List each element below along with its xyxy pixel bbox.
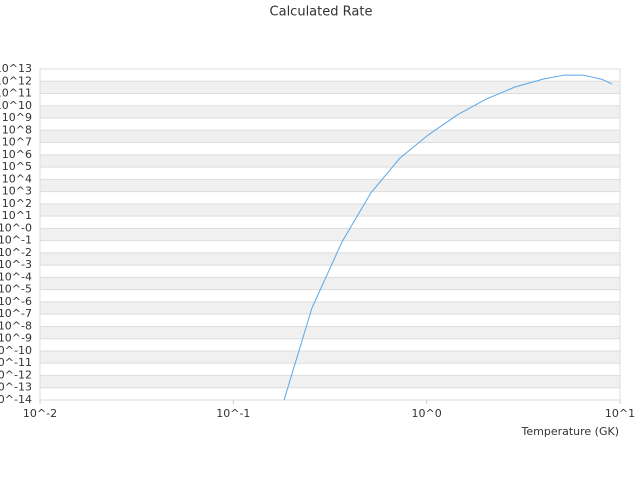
y-tick-label: 10^-0 <box>0 221 32 234</box>
x-tick-label: 10^-2 <box>23 407 57 420</box>
data-line <box>283 74 613 401</box>
x-axis-label: Temperature (GK) <box>521 425 620 438</box>
grid-band <box>40 301 620 315</box>
y-tick-label: 10^-1 <box>0 234 32 247</box>
grid-band <box>40 252 620 266</box>
y-tick-label: 10^-12 <box>0 368 32 381</box>
y-tick-label: 10^-4 <box>0 270 32 283</box>
y-tick-label: 10^9 <box>2 111 32 124</box>
y-tick-label: 10^-3 <box>0 258 32 271</box>
grid-band <box>40 228 620 241</box>
y-tick-label: 10^4 <box>2 172 32 185</box>
grid-band <box>40 277 620 290</box>
y-tick-label: 10^-14 <box>0 393 32 406</box>
x-tick-label: 10^-1 <box>216 407 250 420</box>
grid-band <box>40 375 620 388</box>
grid-band <box>40 350 620 364</box>
chart-title: Calculated Rate <box>270 5 373 20</box>
grid-band <box>40 130 620 143</box>
y-tick-label: 10^-10 <box>0 344 32 357</box>
y-tick-label: 10^-13 <box>0 381 32 394</box>
y-tick-label: 10^-2 <box>0 246 32 259</box>
y-tick-label: 10^-8 <box>0 319 32 332</box>
y-tick-label: 10^-9 <box>0 332 32 345</box>
y-tick-label: 10^-11 <box>0 356 32 369</box>
y-tick-label: 10^8 <box>2 123 32 136</box>
x-tick-label: 10^0 <box>412 407 442 420</box>
y-tick-label: 10^11 <box>0 87 32 100</box>
y-tick-label: 10^6 <box>2 148 32 161</box>
y-tick-label: 10^1 <box>2 209 32 222</box>
plot-frame <box>39 68 621 401</box>
grid-band <box>40 154 620 168</box>
y-tick-label: 10^13 <box>0 62 32 75</box>
grid-band <box>40 81 620 94</box>
y-tick-label: 10^5 <box>2 160 32 173</box>
grid-band <box>40 105 620 119</box>
y-tick-label: 10^3 <box>2 185 32 198</box>
grid-band <box>40 203 620 217</box>
y-tick-label: 10^7 <box>2 136 32 149</box>
y-tick-label: 10^12 <box>0 74 32 87</box>
x-tick-label: 10^1 <box>605 407 635 420</box>
y-tick-label: 10^-6 <box>0 295 32 308</box>
grid-band <box>40 326 620 339</box>
y-tick-label: 10^-7 <box>0 307 32 320</box>
y-tick-label: 10^10 <box>0 99 32 112</box>
y-tick-label: 10^-5 <box>0 283 32 296</box>
grid-band <box>40 179 620 192</box>
y-tick-label: 10^2 <box>2 197 32 210</box>
